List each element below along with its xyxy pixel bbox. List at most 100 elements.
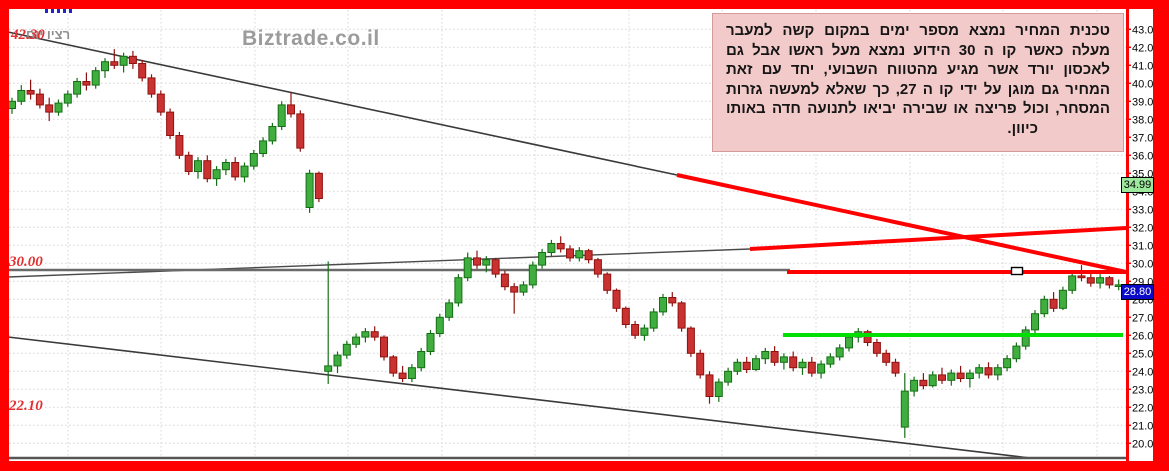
window-border-left bbox=[0, 0, 9, 471]
last-price-badge: 28.80 bbox=[1121, 284, 1154, 300]
candle-body bbox=[649, 311, 658, 329]
candle-body bbox=[547, 243, 556, 253]
candle-body bbox=[807, 361, 816, 374]
trendline-level-label-30: 30.00 bbox=[9, 254, 43, 270]
candle-body bbox=[91, 70, 100, 86]
candle-body bbox=[891, 361, 900, 374]
candle-body bbox=[287, 104, 295, 115]
ticker-label: רציו יום bbox=[26, 27, 71, 42]
candle-body bbox=[370, 331, 379, 338]
candle-body bbox=[993, 367, 1002, 376]
red-descending-line[interactable] bbox=[676, 173, 1127, 274]
upper-descending-trendline[interactable] bbox=[7, 31, 678, 176]
candle-body bbox=[845, 336, 853, 349]
candle-body bbox=[1058, 289, 1067, 309]
candle-body bbox=[240, 165, 249, 178]
candle-body bbox=[900, 390, 909, 428]
candle-body bbox=[1031, 313, 1039, 331]
candle-body bbox=[733, 361, 742, 372]
analysis-note-box[interactable]: טכנית המחיר נמצא מספר ימים במקום קשה למע… bbox=[712, 13, 1124, 152]
candle-body bbox=[965, 372, 974, 380]
y-axis-label: 24.00 bbox=[1132, 366, 1160, 378]
rising-thin-trendline[interactable] bbox=[7, 248, 751, 278]
watermark: Biztrade.co.il bbox=[242, 27, 380, 50]
candle-body bbox=[659, 297, 667, 313]
candle-body bbox=[249, 153, 258, 167]
candle-body bbox=[212, 169, 221, 180]
candle-body bbox=[1086, 277, 1095, 284]
y-axis-label: 36.00 bbox=[1132, 150, 1160, 162]
candle-body bbox=[714, 381, 723, 398]
candle-body bbox=[621, 307, 630, 325]
candle-body bbox=[101, 61, 109, 72]
candle-body bbox=[333, 354, 342, 367]
candle-body bbox=[184, 154, 193, 173]
y-axis-label: 22.00 bbox=[1132, 402, 1160, 414]
candle-body bbox=[975, 367, 984, 374]
candle-body bbox=[417, 351, 426, 369]
y-axis-label: 33.00 bbox=[1132, 204, 1160, 216]
red-rising-line[interactable] bbox=[749, 226, 1127, 251]
candle-body bbox=[519, 284, 528, 293]
candle-body bbox=[817, 363, 826, 374]
candle-body bbox=[128, 55, 137, 64]
candle-body bbox=[259, 140, 268, 154]
candle-body bbox=[147, 77, 156, 95]
lower-descending-trendline[interactable] bbox=[7, 336, 1031, 459]
candle-body bbox=[445, 302, 454, 318]
note-line: טכנית המחיר נמצא מספר ימים במקום קשה למע… bbox=[726, 22, 1110, 39]
candle-body bbox=[361, 331, 370, 338]
candle-body bbox=[1077, 275, 1086, 279]
candle-body bbox=[872, 342, 881, 354]
note-line: לאכסון יורד אשר מגיע מהטווח השבועי, יחד … bbox=[726, 61, 1110, 78]
y-axis-label: 39.00 bbox=[1132, 96, 1160, 108]
candle-body bbox=[203, 160, 212, 180]
candle-body bbox=[231, 162, 240, 178]
y-axis-label: 32.00 bbox=[1132, 222, 1160, 234]
candle-body bbox=[640, 327, 649, 336]
candle-body bbox=[380, 336, 388, 358]
y-axis-label: 37.00 bbox=[1132, 132, 1160, 144]
y-axis-label: 38.00 bbox=[1132, 114, 1160, 126]
candle-body bbox=[938, 374, 946, 381]
trendline-handle[interactable] bbox=[1010, 266, 1024, 276]
candle-body bbox=[119, 55, 128, 66]
window-border-right bbox=[1153, 0, 1169, 471]
candle-body bbox=[463, 257, 472, 279]
candle-body bbox=[863, 331, 872, 344]
note-line: המסחר, וכול פריצה או שבירה יביאו לתנועה … bbox=[726, 100, 1110, 117]
candle-body bbox=[705, 374, 714, 397]
candle-body bbox=[194, 160, 202, 172]
candle-body bbox=[1049, 298, 1058, 309]
candle-body bbox=[826, 356, 835, 365]
y-axis-label: 25.00 bbox=[1132, 348, 1160, 360]
candle-body bbox=[166, 111, 175, 136]
y-axis-label: 21.00 bbox=[1132, 420, 1160, 432]
candle-body bbox=[612, 289, 621, 309]
candle-body bbox=[752, 358, 760, 371]
candle-body bbox=[575, 250, 584, 259]
candle-body bbox=[528, 264, 537, 286]
candle-body bbox=[789, 356, 798, 369]
candle-body bbox=[1012, 345, 1021, 360]
candle-body bbox=[956, 372, 965, 380]
candle-body bbox=[175, 135, 184, 156]
candle-body bbox=[342, 343, 351, 356]
candle-body bbox=[398, 372, 407, 380]
y-axis-label: 30.00 bbox=[1132, 258, 1160, 270]
candle-body bbox=[500, 273, 509, 288]
trendline-level-label-lower: 22.10 bbox=[9, 398, 43, 414]
candle-body bbox=[919, 379, 928, 387]
y-axis-label: 20.00 bbox=[1132, 438, 1160, 450]
candle-body bbox=[221, 162, 230, 171]
trendline-level-label-upper: 42.30 bbox=[11, 27, 45, 43]
candle-body bbox=[352, 336, 361, 345]
y-axis-label: 42.00 bbox=[1132, 42, 1160, 54]
candle-body bbox=[584, 250, 593, 261]
candle-body bbox=[1096, 277, 1105, 284]
candle-body bbox=[603, 273, 612, 291]
candle-body bbox=[454, 277, 463, 304]
candle-body bbox=[566, 248, 574, 259]
window-border-top bbox=[0, 0, 1169, 9]
candle-body bbox=[910, 379, 919, 392]
